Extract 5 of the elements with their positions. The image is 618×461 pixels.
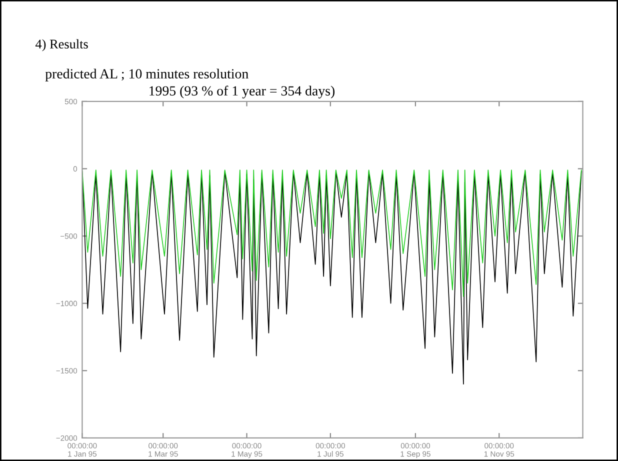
chart-title: predicted AL ; 10 minutes resolution — [45, 68, 248, 82]
line-series — [82, 171, 582, 385]
chart-subtitle: 1995 (93 % of 1 year = 354 days) — [150, 86, 335, 98]
line-series — [82, 170, 582, 298]
text: 4) Results — [35, 39, 88, 52]
